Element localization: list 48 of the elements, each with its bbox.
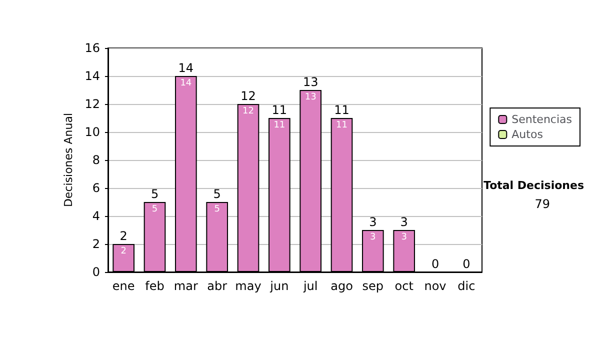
data-label: 12 (242, 106, 254, 116)
x-tick-label: jun (269, 279, 289, 293)
x-tick-label: oct (394, 279, 414, 293)
y-tick-label: 6 (92, 181, 100, 195)
text: 79 (534, 197, 550, 211)
y-tick-label: 8 (92, 153, 100, 167)
y-tick-label: 2 (92, 237, 100, 251)
total-label: 3 (369, 215, 377, 229)
y-axis-title: Decisiones Anual (62, 112, 75, 208)
legend-label: Autos (512, 128, 544, 141)
text: Total Decisiones (484, 179, 584, 192)
total-label: 0 (431, 257, 440, 271)
data-label: 11 (274, 120, 286, 130)
x-tick-label: ago (330, 279, 353, 293)
data-label: 14 (180, 78, 192, 88)
y-tick-label: 12 (84, 97, 100, 111)
data-label: 3 (401, 232, 407, 242)
data-label: 5 (152, 204, 158, 214)
y-tick-label: 4 (92, 209, 100, 223)
x-tick-label: ene (112, 279, 135, 293)
data-label: 11 (336, 120, 348, 130)
total-label: 2 (120, 229, 128, 243)
total-label: 12 (240, 89, 256, 103)
legend-label: Sentencias (512, 113, 572, 126)
data-label: 3 (370, 232, 376, 242)
total-label: 13 (302, 75, 318, 89)
total-label: 0 (462, 257, 470, 271)
x-tick-label: dic (458, 279, 476, 293)
x-tick-label: sep (362, 279, 384, 293)
data-label: 13 (304, 92, 316, 102)
x-tick-label: mar (174, 279, 198, 293)
x-tick-label: may (235, 279, 262, 293)
total-label: 11 (272, 103, 288, 117)
total-label: 3 (400, 215, 408, 229)
x-tick-label: jul (302, 279, 318, 293)
y-tick-label: 14 (84, 69, 100, 83)
y-tick-label: 16 (84, 41, 100, 55)
total-label: 11 (334, 103, 350, 117)
x-tick-label: feb (145, 279, 164, 293)
data-label: 5 (214, 204, 220, 214)
total-label: 14 (178, 61, 194, 75)
y-tick-label: 10 (84, 125, 100, 139)
total-label: 5 (150, 187, 159, 201)
x-tick-label: nov (424, 279, 446, 293)
data-label: 2 (120, 246, 126, 256)
x-tick-label: abr (207, 279, 228, 293)
y-tick-label: 0 (92, 265, 100, 279)
total-label: 5 (213, 187, 221, 201)
